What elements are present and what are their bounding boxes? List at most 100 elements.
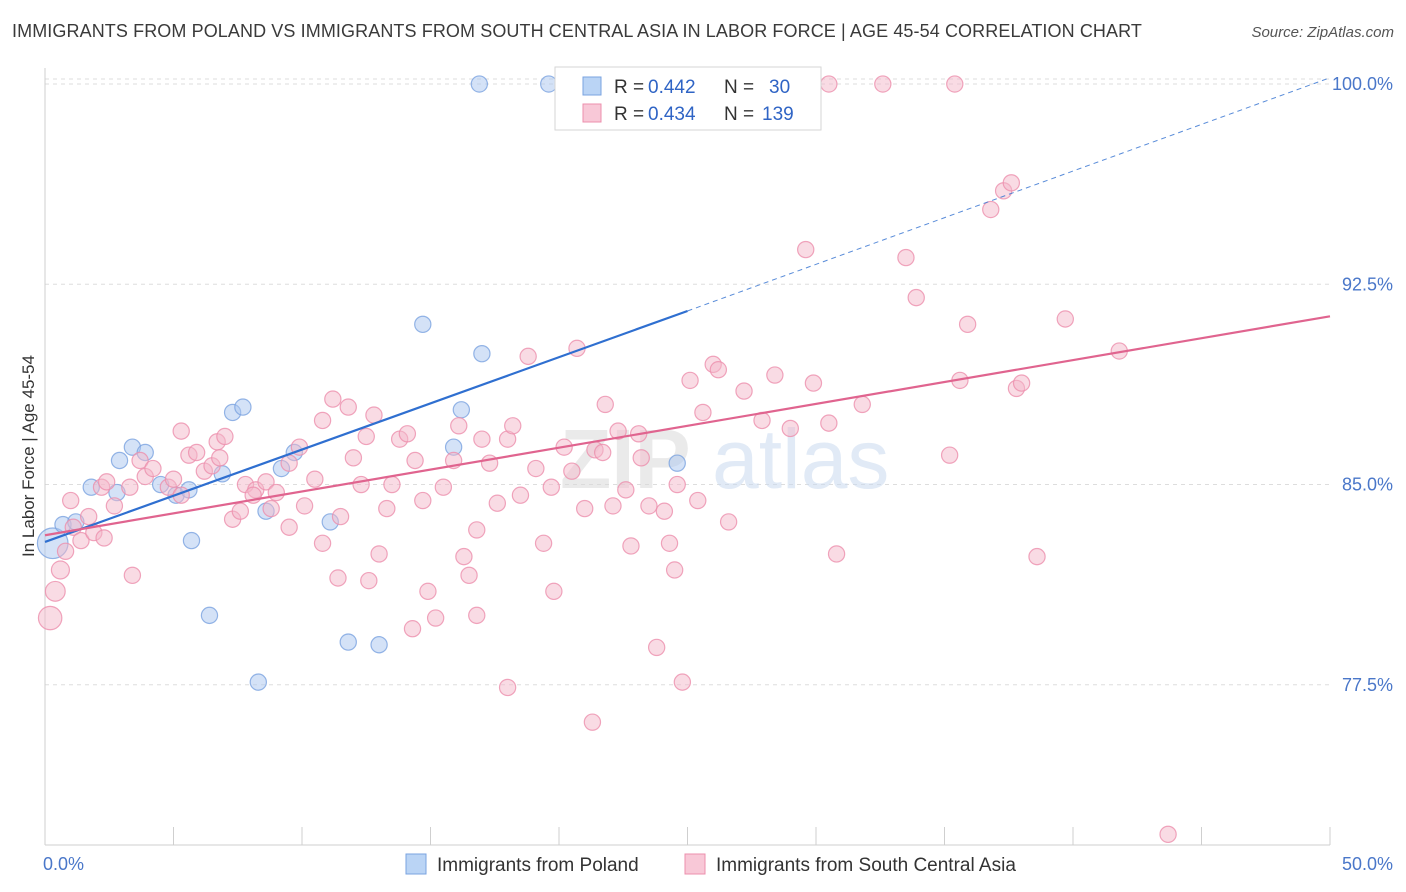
point-poland (473, 345, 491, 363)
point-poland (339, 633, 357, 651)
point-south-central-asia (370, 545, 388, 563)
point-south-central-asia (1056, 310, 1074, 328)
point-south-central-asia (61, 491, 80, 510)
point-south-central-asia (1012, 374, 1031, 392)
point-south-central-asia (324, 390, 342, 408)
point-south-central-asia (267, 483, 285, 502)
point-south-central-asia (907, 288, 925, 307)
point-poland (668, 454, 686, 472)
point-south-central-asia (596, 395, 614, 414)
point-poland (249, 673, 268, 691)
point-south-central-asia (1002, 174, 1021, 192)
point-south-central-asia (357, 427, 375, 446)
point-south-central-asia (473, 430, 491, 448)
point-south-central-asia (719, 513, 738, 531)
point-south-central-asia (946, 75, 964, 93)
x-tick-label-max: 50.0% (1342, 854, 1393, 874)
point-south-central-asia (216, 427, 234, 446)
point-poland (200, 606, 219, 625)
point-south-central-asia (468, 521, 486, 539)
point-poland (452, 401, 471, 419)
point-south-central-asia (414, 491, 432, 510)
point-south-central-asia (673, 673, 692, 691)
point-south-central-asia (511, 486, 530, 504)
point-south-central-asia (398, 425, 417, 443)
y-tick-label: 77.5% (1342, 675, 1393, 695)
chart-source: Source: ZipAtlas.com (1251, 24, 1394, 41)
point-south-central-asia (313, 534, 332, 552)
point-south-central-asia (593, 443, 612, 462)
point-south-central-asia (660, 534, 679, 552)
point-south-central-asia (360, 571, 378, 590)
point-south-central-asia (766, 366, 784, 384)
legend-r-label-south-central-asia: R = (614, 104, 644, 125)
point-south-central-asia (131, 451, 149, 470)
point-south-central-asia (604, 497, 622, 515)
point-south-central-asia (344, 449, 363, 467)
point-south-central-asia (172, 422, 190, 440)
y-tick-label: 85.0% (1342, 475, 1393, 495)
point-south-central-asia (576, 499, 594, 518)
point-south-central-asia (820, 75, 838, 93)
point-south-central-asia (95, 529, 113, 547)
point-south-central-asia (257, 473, 275, 491)
point-south-central-asia (897, 248, 915, 267)
point-south-central-asia (383, 475, 401, 494)
point-south-central-asia (820, 414, 838, 432)
point-south-central-asia (331, 507, 350, 526)
legend-r-value-south-central-asia: 0.434 (648, 104, 696, 125)
point-south-central-asia (534, 534, 553, 552)
point-south-central-asia (37, 605, 63, 631)
point-south-central-asia (403, 620, 422, 638)
legend-swatch-poland (582, 76, 602, 96)
point-south-central-asia (827, 545, 846, 563)
point-south-central-asia (632, 449, 650, 467)
point-south-central-asia (940, 446, 959, 464)
legend-n-label-poland: N = (724, 77, 754, 98)
trend-lines (44, 78, 1331, 543)
legend-n-value-poland: 30 (769, 77, 790, 98)
trend-line-south-central-asia (44, 315, 1331, 537)
point-south-central-asia (488, 494, 507, 512)
trend-line-poland-extrapolated (687, 78, 1328, 312)
legend-box: R = 0.442 N = 30 R = 0.434 N = 139 (554, 66, 822, 131)
watermark: ZIP atlas (560, 412, 889, 506)
point-south-central-asia (781, 419, 800, 438)
point-south-central-asia (121, 478, 139, 496)
point-south-central-asia (406, 451, 424, 470)
point-south-central-asia (280, 518, 298, 536)
point-south-central-asia (426, 609, 445, 627)
point-south-central-asia (105, 497, 124, 515)
point-south-central-asia (123, 566, 142, 585)
point-south-central-asia (647, 638, 666, 657)
point-south-central-asia (583, 713, 602, 731)
data-points (36, 75, 1177, 844)
y-tick-label: 92.5% (1342, 274, 1393, 294)
point-south-central-asia (44, 580, 66, 602)
point-south-central-asia (982, 200, 1000, 219)
point-south-central-asia (853, 395, 871, 414)
point-south-central-asia (56, 542, 75, 560)
point-south-central-asia (640, 497, 658, 515)
point-south-central-asia (79, 507, 98, 526)
bottom-legend-swatch-poland (405, 853, 427, 875)
y-tick-labels: 77.5% 85.0% 92.5% 100.0% (1332, 74, 1393, 695)
point-south-central-asia (527, 459, 545, 478)
point-south-central-asia (665, 561, 684, 579)
point-south-central-asia (187, 443, 206, 462)
point-south-central-asia (378, 499, 396, 518)
bottom-legend-swatch-south-central-asia (684, 853, 706, 875)
point-south-central-asia (542, 478, 560, 496)
point-south-central-asia (468, 606, 486, 625)
point-south-central-asia (97, 473, 116, 491)
point-south-central-asia (735, 382, 753, 400)
point-poland (540, 75, 558, 93)
point-south-central-asia (50, 560, 71, 580)
point-south-central-asia (563, 462, 581, 480)
bottom-legend: Immigrants from Poland Immigrants from S… (405, 853, 1016, 876)
point-south-central-asia (958, 315, 977, 334)
point-south-central-asia (609, 422, 627, 440)
chart-title: IMMIGRANTS FROM POLAND VS IMMIGRANTS FRO… (12, 21, 1143, 41)
point-south-central-asia (617, 481, 635, 499)
